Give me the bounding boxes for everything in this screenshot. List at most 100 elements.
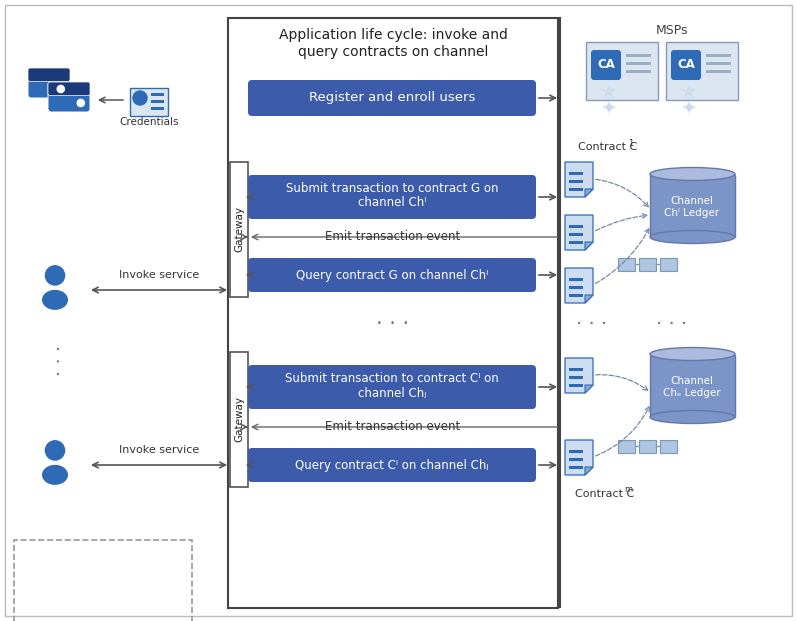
- Text: . . .: . . .: [376, 308, 410, 328]
- Ellipse shape: [650, 410, 735, 424]
- Bar: [660, 440, 677, 453]
- Text: Channel
Chₑ Ledger: Channel Chₑ Ledger: [663, 376, 720, 398]
- Text: . . .: . . .: [657, 309, 688, 327]
- Bar: [151, 93, 164, 96]
- Text: Credentials: Credentials: [120, 117, 179, 127]
- Bar: [660, 258, 677, 271]
- Polygon shape: [565, 268, 593, 303]
- Text: Emit transaction event: Emit transaction event: [325, 230, 461, 243]
- Bar: [706, 62, 731, 65]
- FancyBboxPatch shape: [248, 258, 536, 292]
- Circle shape: [77, 99, 84, 107]
- Text: ★: ★: [679, 83, 697, 101]
- Bar: [650, 355, 735, 417]
- Ellipse shape: [650, 168, 735, 181]
- FancyBboxPatch shape: [48, 82, 90, 112]
- FancyBboxPatch shape: [28, 68, 70, 81]
- Text: Register and enroll users: Register and enroll users: [308, 91, 475, 104]
- FancyBboxPatch shape: [248, 365, 536, 409]
- FancyBboxPatch shape: [671, 50, 701, 80]
- Bar: [569, 368, 583, 371]
- Circle shape: [45, 266, 65, 285]
- Text: Invoke service: Invoke service: [119, 270, 199, 280]
- Bar: [569, 233, 583, 235]
- Text: Channel
Chᴵ Ledger: Channel Chᴵ Ledger: [665, 196, 720, 218]
- Polygon shape: [565, 440, 593, 475]
- Polygon shape: [585, 242, 593, 250]
- FancyBboxPatch shape: [248, 80, 536, 116]
- Ellipse shape: [43, 466, 67, 484]
- Bar: [706, 70, 731, 73]
- Bar: [569, 286, 583, 289]
- Bar: [569, 384, 583, 386]
- Text: query contracts on channel: query contracts on channel: [298, 45, 489, 59]
- FancyBboxPatch shape: [248, 175, 536, 219]
- Bar: [569, 172, 583, 175]
- FancyBboxPatch shape: [48, 82, 90, 96]
- Text: Emit transaction event: Emit transaction event: [325, 420, 461, 433]
- Bar: [706, 54, 731, 57]
- Text: ✦: ✦: [680, 99, 697, 117]
- Bar: [626, 62, 651, 65]
- Text: Gateway: Gateway: [234, 396, 244, 443]
- Text: . . .: . . .: [576, 309, 607, 327]
- Bar: [230, 162, 248, 297]
- Bar: [228, 18, 558, 608]
- FancyBboxPatch shape: [591, 50, 621, 80]
- Bar: [569, 225, 583, 227]
- Text: Invoke service: Invoke service: [119, 445, 199, 455]
- Bar: [130, 88, 168, 116]
- FancyBboxPatch shape: [248, 448, 536, 482]
- Bar: [569, 458, 583, 461]
- Text: 1: 1: [628, 138, 634, 148]
- Bar: [151, 100, 164, 102]
- Circle shape: [133, 91, 147, 105]
- FancyBboxPatch shape: [28, 68, 70, 98]
- Bar: [569, 241, 583, 243]
- Polygon shape: [565, 215, 593, 250]
- Bar: [639, 440, 656, 453]
- Ellipse shape: [43, 291, 67, 309]
- Bar: [569, 466, 583, 468]
- Polygon shape: [585, 385, 593, 393]
- Bar: [618, 258, 635, 271]
- Bar: [569, 376, 583, 379]
- Bar: [230, 352, 248, 487]
- Circle shape: [45, 441, 65, 460]
- Bar: [626, 54, 651, 57]
- Polygon shape: [585, 295, 593, 303]
- Bar: [569, 278, 583, 281]
- Bar: [14, 540, 192, 621]
- Text: Gateway: Gateway: [234, 207, 244, 253]
- Text: Query contract G on channel Chᴵ: Query contract G on channel Chᴵ: [296, 268, 488, 281]
- Polygon shape: [565, 162, 593, 197]
- Text: ✦: ✦: [600, 99, 616, 117]
- Bar: [569, 188, 583, 191]
- Ellipse shape: [650, 230, 735, 243]
- Bar: [569, 180, 583, 183]
- Text: Contract C: Contract C: [578, 142, 638, 152]
- Text: MSPs: MSPs: [656, 24, 689, 37]
- Polygon shape: [585, 189, 593, 197]
- Ellipse shape: [650, 348, 735, 361]
- Text: CA: CA: [677, 58, 695, 71]
- Bar: [650, 175, 735, 237]
- Text: Submit transaction to contract Cᴵ on: Submit transaction to contract Cᴵ on: [285, 373, 499, 386]
- Text: m: m: [624, 486, 632, 494]
- Bar: [626, 70, 651, 73]
- Circle shape: [57, 86, 65, 93]
- Text: Application life cycle: invoke and: Application life cycle: invoke and: [279, 28, 508, 42]
- Text: ★: ★: [599, 83, 617, 101]
- Text: Contract C: Contract C: [575, 489, 634, 499]
- Bar: [586, 42, 658, 100]
- Bar: [666, 42, 738, 100]
- Text: Query contract Cᴵ on channel Chⱼ: Query contract Cᴵ on channel Chⱼ: [295, 458, 489, 471]
- Polygon shape: [585, 467, 593, 475]
- Bar: [569, 294, 583, 296]
- Text: . . .: . . .: [45, 345, 65, 376]
- Text: CA: CA: [597, 58, 615, 71]
- Bar: [618, 440, 635, 453]
- Bar: [639, 258, 656, 271]
- Text: channel Chⱼ: channel Chⱼ: [358, 386, 426, 399]
- Text: Submit transaction to contract G on: Submit transaction to contract G on: [286, 183, 498, 196]
